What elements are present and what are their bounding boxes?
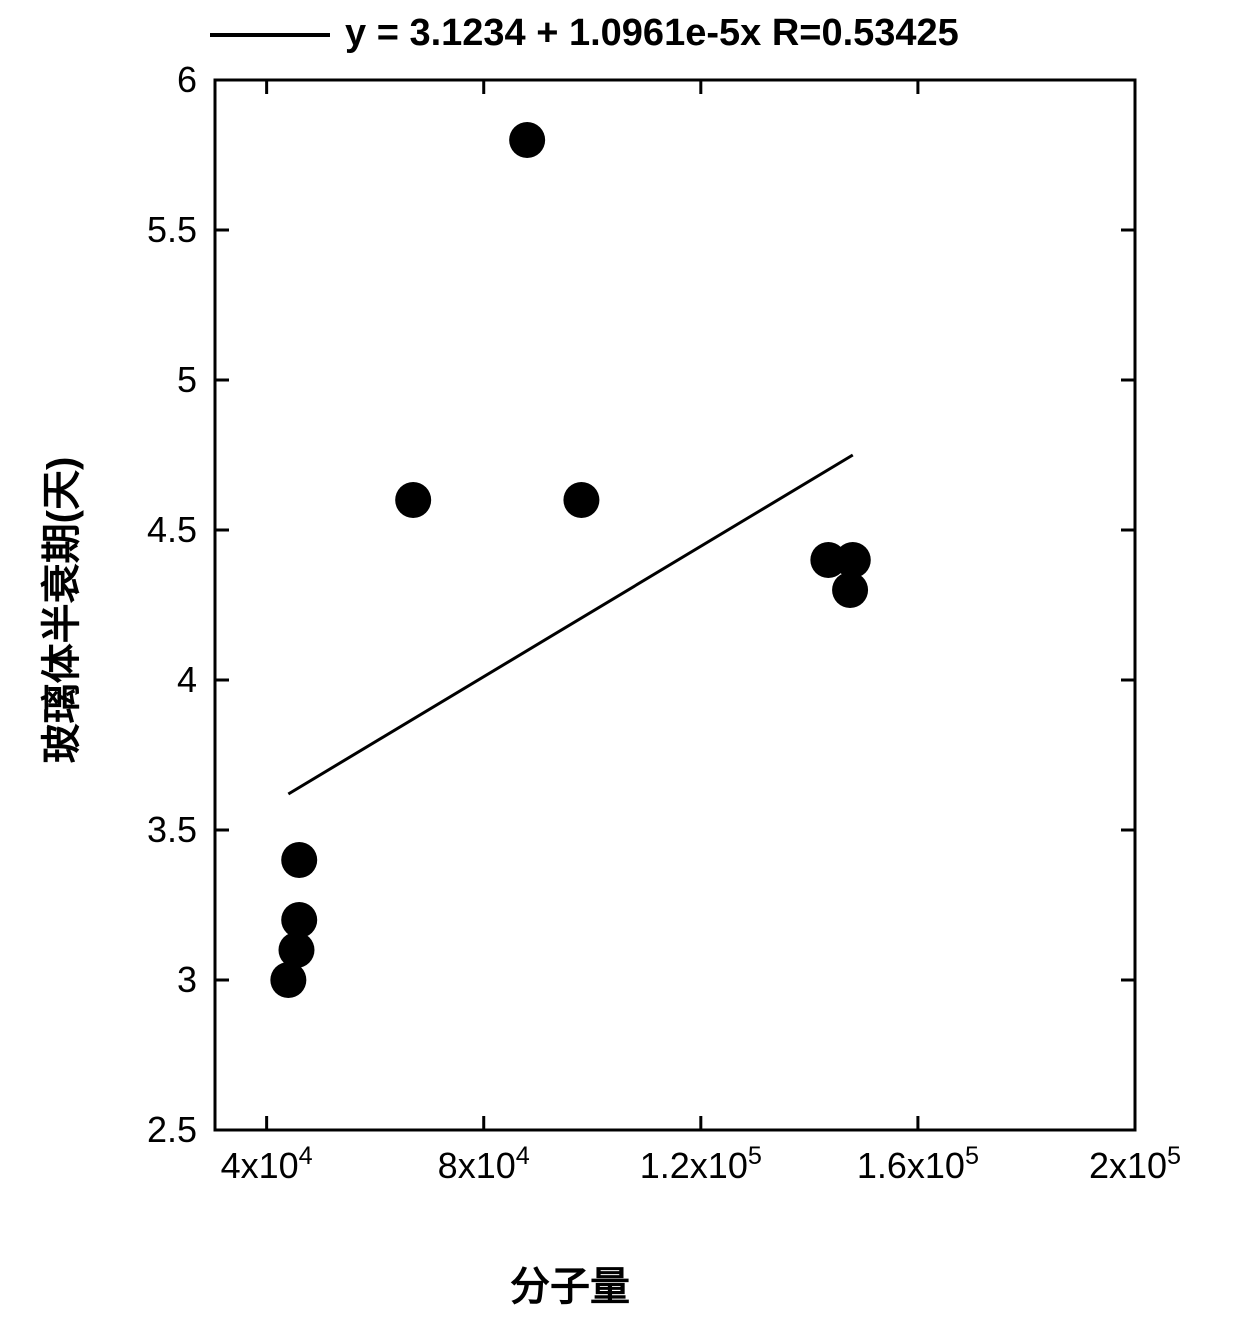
data-point: [509, 122, 545, 158]
x-tick-label: 4x104: [221, 1142, 313, 1186]
x-axis-label: 分子量: [510, 1265, 630, 1309]
plot-border: [215, 80, 1135, 1130]
x-tick-label: 8x104: [438, 1142, 530, 1186]
y-tick-label: 2.5: [147, 1109, 197, 1150]
x-tick-label: 1.6x105: [857, 1142, 979, 1186]
data-point: [395, 482, 431, 518]
y-tick-label: 3: [177, 959, 197, 1000]
legend-text: y = 3.1234 + 1.0961e-5x R=0.53425: [345, 12, 959, 54]
y-tick-label: 5: [177, 359, 197, 400]
data-point: [563, 482, 599, 518]
y-tick-label: 5.5: [147, 209, 197, 250]
x-tick-label: 1.2x105: [640, 1142, 762, 1186]
data-point: [281, 902, 317, 938]
chart-svg: 4x104 8x104 1.2x105 1.6x105 2x105 2.5 3 3.5 4 4.5…: [0, 0, 1240, 1320]
y-tick-label: 3.5: [147, 809, 197, 850]
y-axis-label: 玻璃体半衰期(天): [40, 457, 84, 764]
y-tick-label: 4.5: [147, 509, 197, 550]
data-point: [832, 572, 868, 608]
y-tick-label: 6: [177, 59, 197, 100]
scatter-chart: 4x104 8x104 1.2x105 1.6x105 2x105 2.5 3 3.5 4 4.5…: [0, 0, 1240, 1320]
y-tick-label: 4: [177, 659, 197, 700]
data-point: [281, 842, 317, 878]
x-tick-label: 2x105: [1089, 1142, 1181, 1186]
